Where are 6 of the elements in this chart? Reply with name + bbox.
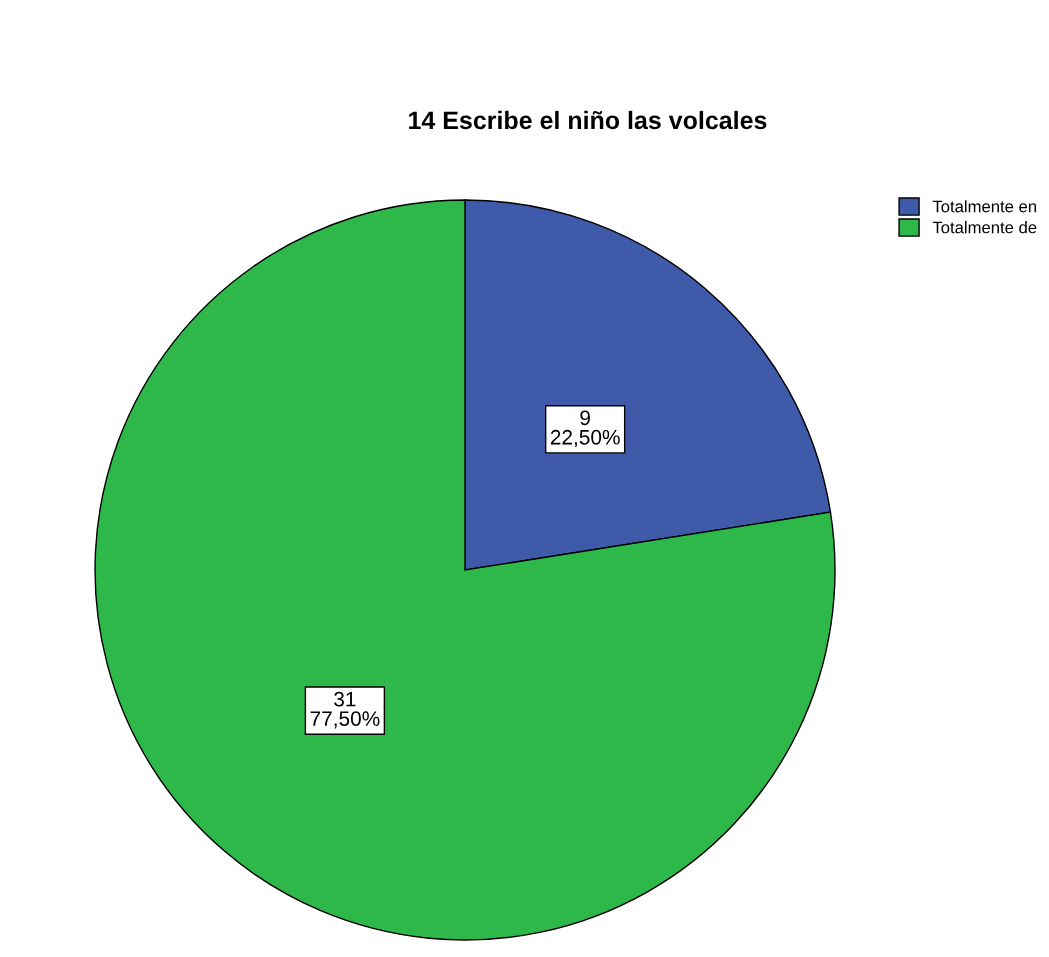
data-label: 9 22,50% xyxy=(550,410,620,448)
pie-slice xyxy=(94,199,836,941)
data-label: 31 77,50% xyxy=(310,691,380,729)
legend-label: Totalmente en xyxy=(932,200,1037,213)
legend-label: Totalmente de xyxy=(932,221,1037,234)
chart-title: 14 Escribe el niño las volcales xyxy=(409,110,767,130)
